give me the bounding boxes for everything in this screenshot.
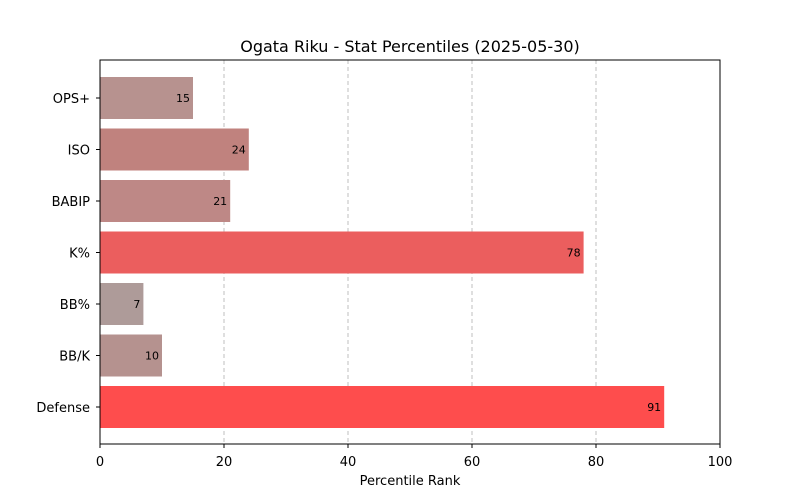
x-tick-label: 100 [708,455,733,470]
bar-value-label: 10 [145,350,159,363]
x-tick-label: 60 [464,455,481,470]
x-axis-label: Percentile Rank [360,474,461,489]
y-tick-label: ISO [68,144,90,159]
y-tick-label: Defense [36,401,90,416]
bars [100,77,665,428]
chart-title: Ogata Riku - Stat Percentiles (2025-05-3… [240,37,580,56]
x-axis-ticks: 0 20 40 60 80 100 [96,444,733,470]
bar-value-label: 15 [176,92,190,105]
bar-iso [100,128,249,171]
bar-value-label: 24 [232,144,246,157]
y-tick-label: BB% [60,298,90,313]
data-labels: 15 24 21 78 7 10 91 [133,92,661,414]
bar-babip [100,180,231,222]
y-tick-label: K% [69,247,90,262]
bar-bb-k [100,334,162,377]
y-tick-label: BABIP [52,195,91,210]
bar-value-label: 7 [133,298,140,311]
bar-value-label: 78 [567,247,581,260]
x-tick-label: 0 [96,455,104,470]
bar-bb- [100,283,144,325]
bar-value-label: 21 [213,195,227,208]
bar-value-label: 91 [647,401,661,414]
bar-k- [100,231,584,274]
y-tick-label: OPS+ [53,92,90,107]
x-tick-label: 80 [588,455,605,470]
x-tick-label: 40 [340,455,357,470]
bar-defense [100,386,665,428]
y-tick-label: BB/K [59,350,90,365]
bar-ops- [100,77,193,119]
x-tick-label: 20 [216,455,233,470]
y-axis-ticks: OPS+ ISO BABIP K% BB% BB/K Defense [36,92,100,416]
